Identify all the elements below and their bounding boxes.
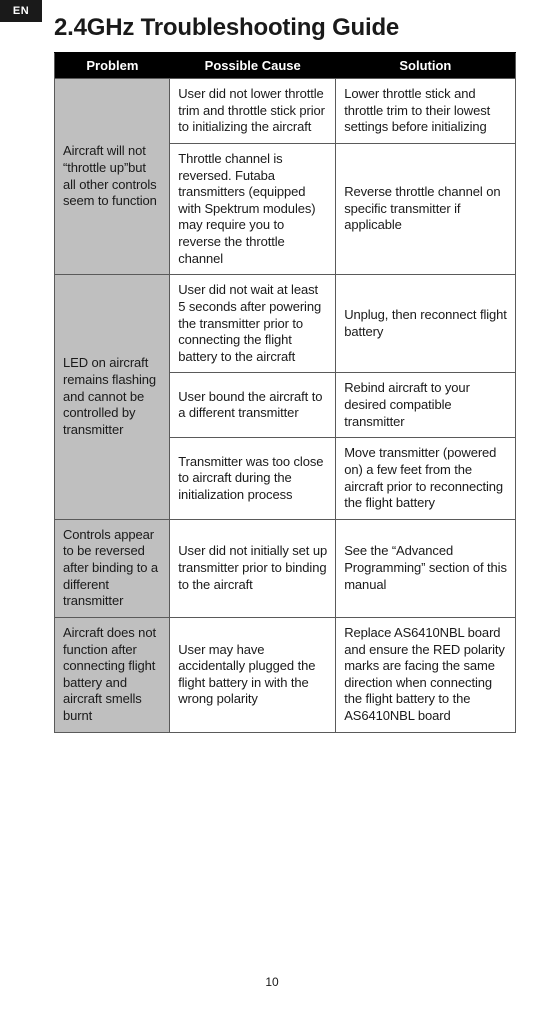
cell-solution: Replace AS6410NBL board and ensure the R… bbox=[336, 617, 516, 732]
page-number: 10 bbox=[0, 975, 544, 989]
table-row: Aircraft does not function after connect… bbox=[55, 617, 516, 732]
table-row: LED on aircraft remains flashing and can… bbox=[55, 275, 516, 373]
header-problem: Problem bbox=[55, 53, 170, 79]
table-header-row: Problem Possible Cause Solution bbox=[55, 53, 516, 79]
troubleshooting-table: Problem Possible Cause Solution Aircraft… bbox=[54, 52, 516, 733]
cell-cause: User did not lower throttle trim and thr… bbox=[170, 79, 336, 144]
cell-cause: User did not initially set up transmitte… bbox=[170, 519, 336, 617]
header-cause: Possible Cause bbox=[170, 53, 336, 79]
cell-cause: Throttle channel is reversed. Futaba tra… bbox=[170, 143, 336, 274]
cell-solution: Lower throttle stick and throttle trim t… bbox=[336, 79, 516, 144]
cell-solution: Move transmitter (powered on) a few feet… bbox=[336, 438, 516, 520]
cell-solution: Unplug, then reconnect flight battery bbox=[336, 275, 516, 373]
cell-problem: Controls appear to be reversed after bin… bbox=[55, 519, 170, 617]
cell-cause: Transmitter was too close to aircraft du… bbox=[170, 438, 336, 520]
cell-solution: Rebind aircraft to your desired compatib… bbox=[336, 373, 516, 438]
cell-solution: See the “Advanced Programming” section o… bbox=[336, 519, 516, 617]
page-title: 2.4GHz Troubleshooting Guide bbox=[54, 14, 516, 42]
cell-cause: User may have accidentally plugged the f… bbox=[170, 617, 336, 732]
cell-solution: Reverse throttle channel on specific tra… bbox=[336, 143, 516, 274]
cell-problem: Aircraft will not “throttle up”but all o… bbox=[55, 79, 170, 275]
cell-cause: User did not wait at least 5 seconds aft… bbox=[170, 275, 336, 373]
table-row: Aircraft will not “throttle up”but all o… bbox=[55, 79, 516, 144]
cell-problem: Aircraft does not function after connect… bbox=[55, 617, 170, 732]
cell-problem: LED on aircraft remains flashing and can… bbox=[55, 275, 170, 520]
header-solution: Solution bbox=[336, 53, 516, 79]
language-tab: EN bbox=[0, 0, 42, 22]
table-row: Controls appear to be reversed after bin… bbox=[55, 519, 516, 617]
page-content: 2.4GHz Troubleshooting Guide Problem Pos… bbox=[54, 14, 516, 733]
cell-cause: User bound the aircraft to a different t… bbox=[170, 373, 336, 438]
